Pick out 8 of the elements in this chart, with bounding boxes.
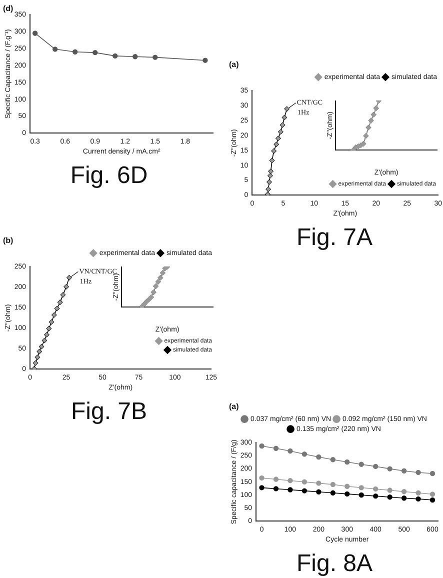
- caption: Fig. 7B: [70, 398, 148, 426]
- chart-title: (b): [3, 236, 14, 246]
- chart-title: (a): [229, 402, 240, 412]
- chart-title: (d): [3, 4, 14, 14]
- chart-title: (a): [229, 60, 240, 70]
- caption: Fig. 6D: [69, 162, 149, 190]
- caption: Fig. 7A: [295, 224, 374, 252]
- caption: Fig. 8A: [295, 550, 374, 578]
